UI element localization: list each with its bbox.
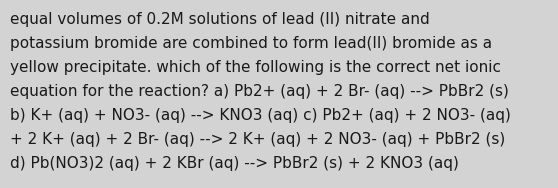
Text: equal volumes of 0.2M solutions of lead (II) nitrate and: equal volumes of 0.2M solutions of lead … [10, 12, 430, 27]
Text: d) Pb(NO3)2 (aq) + 2 KBr (aq) --> PbBr2 (s) + 2 KNO3 (aq): d) Pb(NO3)2 (aq) + 2 KBr (aq) --> PbBr2 … [10, 156, 459, 171]
Text: + 2 K+ (aq) + 2 Br- (aq) --> 2 K+ (aq) + 2 NO3- (aq) + PbBr2 (s): + 2 K+ (aq) + 2 Br- (aq) --> 2 K+ (aq) +… [10, 132, 505, 147]
Text: potassium bromide are combined to form lead(II) bromide as a: potassium bromide are combined to form l… [10, 36, 492, 51]
Text: equation for the reaction? a) Pb2+ (aq) + 2 Br- (aq) --> PbBr2 (s): equation for the reaction? a) Pb2+ (aq) … [10, 84, 509, 99]
Text: b) K+ (aq) + NO3- (aq) --> KNO3 (aq) c) Pb2+ (aq) + 2 NO3- (aq): b) K+ (aq) + NO3- (aq) --> KNO3 (aq) c) … [10, 108, 511, 123]
Text: yellow precipitate. which of the following is the correct net ionic: yellow precipitate. which of the followi… [10, 60, 501, 75]
